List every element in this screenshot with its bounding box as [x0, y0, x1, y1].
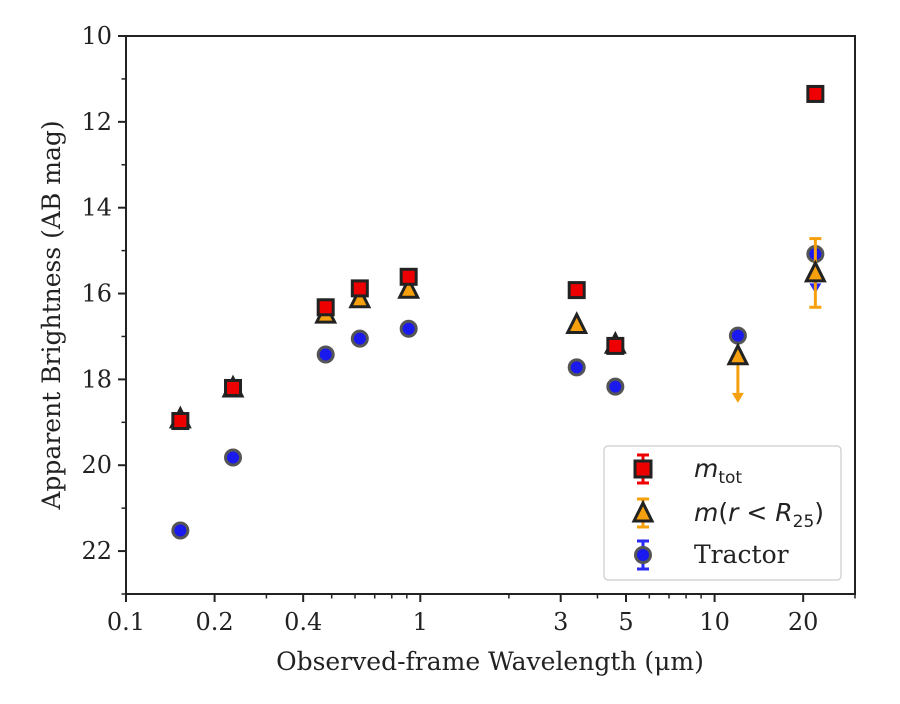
- tractor-point: [316, 345, 335, 364]
- tractor-point: [224, 448, 243, 467]
- x-axis-ticks: 0.1 0.2 0.4 1 3 5 10 20: [107, 594, 856, 636]
- m-tot-point: [399, 267, 418, 286]
- tractor-point: [350, 329, 369, 348]
- m-tot-point: [316, 298, 335, 317]
- m-tot-point: [606, 336, 625, 355]
- legend-frame: [603, 445, 842, 581]
- legend-m-tot-marker: [633, 459, 653, 479]
- legend-m-r25-marker: [631, 499, 655, 523]
- tractor-point: [606, 377, 625, 396]
- data-marks: [168, 84, 827, 540]
- m-r25-point: [726, 342, 750, 366]
- y-tick-label: 18: [81, 365, 112, 393]
- x-axis-label: Observed-frame Wavelength (μm): [276, 647, 704, 676]
- x-tick-label: 0.4: [284, 608, 322, 636]
- m-tot-point: [567, 281, 586, 300]
- legend-tractor-label: Tractor: [694, 540, 789, 569]
- y-tick-label: 22: [81, 537, 112, 565]
- m-tot-point: [350, 279, 369, 298]
- tractor-point: [728, 326, 747, 345]
- x-tick-label: 5: [618, 608, 633, 636]
- y-tick-label: 12: [81, 108, 112, 136]
- legend-tractor-marker: [634, 546, 652, 564]
- tractor-point: [171, 521, 190, 540]
- m-r25-limit-arrow: [731, 392, 744, 403]
- m-r25-point: [397, 275, 421, 299]
- y-axis-ticks: 10 12 14 16 18 20 22: [81, 22, 126, 595]
- y-axis-label: Apparent Brightness (AB mag): [37, 120, 66, 510]
- m-r25-point: [803, 259, 827, 283]
- y-tick-label: 10: [81, 22, 112, 50]
- m-tot-point: [224, 378, 243, 397]
- y-tick-label: 20: [81, 451, 112, 479]
- m-r25-point: [565, 311, 589, 334]
- legend-entry-tractor: Tractor: [634, 539, 789, 571]
- x-tick-label: 3: [553, 608, 568, 636]
- m-r25-point: [348, 285, 372, 309]
- y-tick-label: 14: [81, 194, 112, 222]
- m-tot-point: [171, 412, 190, 431]
- y-tick-label: 16: [81, 280, 112, 308]
- x-tick-label: 1: [413, 608, 428, 636]
- x-tick-label: 10: [699, 608, 730, 636]
- x-tick-label: 0.1: [107, 608, 145, 636]
- x-tick-label: 0.2: [196, 608, 234, 636]
- m-tot-point: [806, 84, 825, 103]
- tractor-point: [567, 358, 586, 377]
- plot-frame: [125, 35, 856, 595]
- tractor-point: [399, 319, 418, 338]
- x-tick-label: 20: [788, 608, 819, 636]
- legend: mtot m(r < R25) Tractor: [603, 445, 842, 581]
